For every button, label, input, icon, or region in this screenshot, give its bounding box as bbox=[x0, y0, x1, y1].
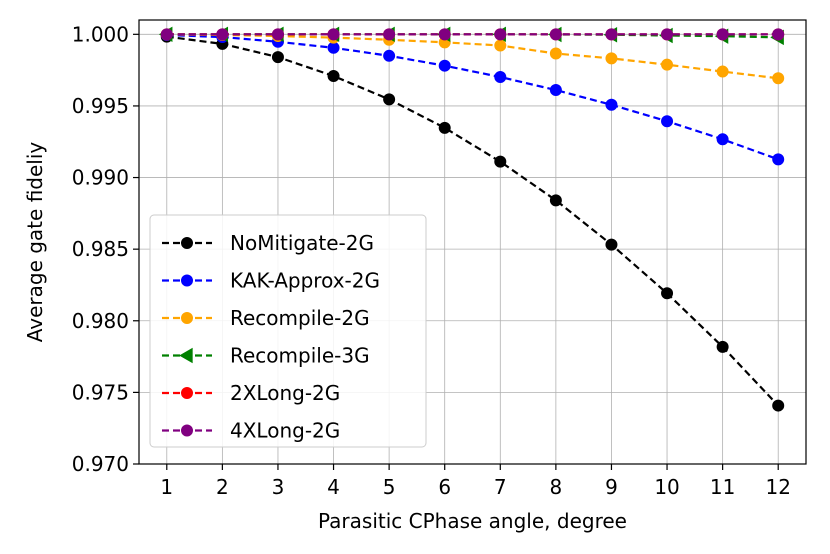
x-tick-label: 7 bbox=[494, 475, 507, 499]
series-recompile-2g bbox=[160, 28, 785, 85]
series-layer bbox=[158, 26, 785, 412]
data-point bbox=[605, 98, 618, 111]
data-point bbox=[772, 28, 785, 41]
y-axis-title: Average gate fideliy bbox=[23, 142, 47, 343]
legend-marker bbox=[181, 424, 193, 437]
series-nomitigate-2g bbox=[160, 30, 785, 412]
data-point bbox=[716, 340, 729, 353]
legend-entry: Recompile-2G bbox=[162, 306, 370, 330]
legend-entry: 2XLong-2G bbox=[162, 381, 340, 405]
legend-marker bbox=[181, 387, 193, 399]
data-point bbox=[383, 28, 396, 41]
data-point bbox=[661, 58, 674, 71]
series-recompile-3g bbox=[158, 26, 784, 46]
legend-label: 2XLong-2G bbox=[230, 381, 340, 405]
plot-frame bbox=[138, 19, 807, 465]
data-point bbox=[716, 65, 729, 78]
x-tick-label: 12 bbox=[765, 475, 790, 499]
x-tick-label: 4 bbox=[327, 475, 340, 499]
legend-entry: KAK-Approx-2G bbox=[162, 269, 380, 293]
data-point bbox=[383, 93, 396, 106]
data-point bbox=[549, 28, 562, 41]
data-point bbox=[327, 28, 340, 41]
y-tick-label: 0.985 bbox=[72, 237, 129, 261]
data-point bbox=[772, 153, 785, 166]
x-tick-label: 6 bbox=[438, 475, 451, 499]
data-point bbox=[605, 238, 618, 251]
x-tick-label: 5 bbox=[383, 475, 396, 499]
legend-marker bbox=[181, 312, 193, 324]
data-point bbox=[772, 399, 785, 412]
data-point bbox=[716, 28, 729, 41]
x-axis-title: Parasitic CPhase angle, degree bbox=[318, 509, 627, 533]
data-point bbox=[605, 52, 618, 65]
y-tick-label: 0.980 bbox=[72, 309, 129, 333]
x-tick-label: 10 bbox=[654, 475, 679, 499]
legend-label: Recompile-2G bbox=[230, 306, 370, 330]
data-point bbox=[271, 28, 284, 41]
series-line bbox=[166, 33, 779, 161]
series-line bbox=[166, 35, 780, 407]
x-tick-label: 3 bbox=[272, 475, 285, 499]
data-point bbox=[772, 72, 785, 85]
data-point bbox=[494, 71, 507, 84]
data-point bbox=[549, 47, 562, 60]
data-point bbox=[494, 39, 507, 52]
legend-entry: Recompile-3G bbox=[162, 344, 370, 368]
legend-label: 4XLong-2G bbox=[230, 419, 340, 443]
data-point bbox=[661, 287, 674, 300]
data-point bbox=[216, 28, 229, 41]
y-tick-label: 1.000 bbox=[72, 22, 129, 46]
data-point bbox=[327, 70, 340, 83]
data-point bbox=[438, 121, 451, 134]
legend-marker bbox=[181, 274, 193, 287]
data-point bbox=[438, 28, 451, 41]
legend-box bbox=[149, 214, 427, 448]
data-point bbox=[661, 28, 674, 41]
data-point bbox=[549, 84, 562, 97]
y-tick-label: 0.995 bbox=[72, 94, 129, 118]
y-tick-label: 0.975 bbox=[72, 380, 129, 404]
y-tick-label: 0.970 bbox=[72, 452, 129, 476]
legend-label: KAK-Approx-2G bbox=[230, 269, 380, 293]
series-4xlong-2g bbox=[160, 28, 785, 41]
data-point bbox=[716, 133, 729, 146]
legend: NoMitigate-2G KAK-Approx-2G Recompile-2G Re… bbox=[149, 214, 427, 448]
series-line bbox=[166, 33, 779, 80]
x-tick-label: 2 bbox=[216, 475, 229, 499]
data-point bbox=[494, 155, 507, 168]
data-point bbox=[160, 28, 173, 41]
data-point bbox=[661, 115, 674, 128]
x-tick-label: 11 bbox=[710, 475, 735, 499]
data-point bbox=[327, 41, 340, 54]
x-tick-label: 1 bbox=[160, 475, 173, 499]
legend-label: Recompile-3G bbox=[230, 344, 370, 368]
data-point bbox=[549, 194, 562, 207]
data-point bbox=[605, 28, 618, 41]
data-point bbox=[383, 49, 396, 62]
legend-marker bbox=[179, 347, 193, 364]
data-point bbox=[494, 28, 507, 41]
data-point bbox=[438, 59, 451, 72]
legend-marker bbox=[181, 237, 193, 249]
legend-entry: 4XLong-2G bbox=[162, 419, 340, 443]
series-kak-approx-2g bbox=[160, 29, 785, 166]
axis-ticks: 1 2 3 4 5 6 7 8 9 10 11 120.9700.9750.9800.9850.990… bbox=[72, 22, 791, 499]
y-tick-label: 0.990 bbox=[72, 166, 129, 190]
legend-entry: NoMitigate-2G bbox=[162, 231, 374, 255]
data-point bbox=[271, 51, 284, 64]
legend-label: NoMitigate-2G bbox=[230, 231, 374, 255]
x-tick-label: 9 bbox=[605, 475, 618, 499]
x-tick-label: 8 bbox=[550, 475, 563, 499]
